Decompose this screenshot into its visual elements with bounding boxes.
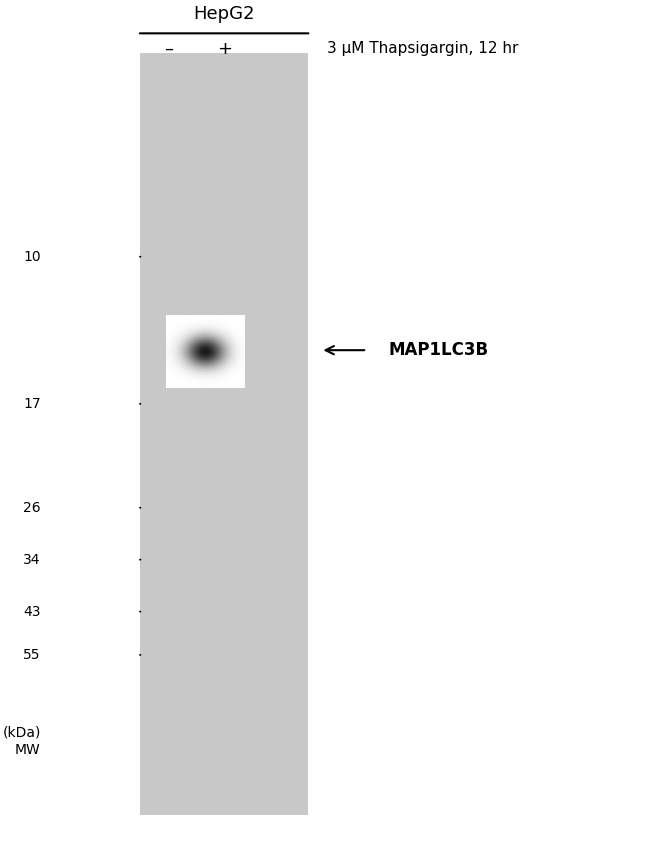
- Bar: [140, 53, 308, 815]
- Text: +: +: [216, 40, 231, 58]
- Text: –: –: [164, 40, 173, 58]
- Text: MAP1LC3B: MAP1LC3B: [389, 342, 489, 359]
- Text: (kDa): (kDa): [3, 726, 41, 740]
- Text: 17: 17: [23, 397, 41, 411]
- Text: 10: 10: [23, 250, 41, 264]
- Text: 34: 34: [23, 552, 41, 567]
- Text: HepG2: HepG2: [194, 5, 255, 23]
- Text: 26: 26: [23, 501, 41, 515]
- Text: 55: 55: [23, 648, 41, 662]
- Text: 43: 43: [23, 604, 41, 619]
- Text: MW: MW: [15, 743, 41, 757]
- Text: 3 μM Thapsigargin, 12 hr: 3 μM Thapsigargin, 12 hr: [327, 42, 518, 56]
